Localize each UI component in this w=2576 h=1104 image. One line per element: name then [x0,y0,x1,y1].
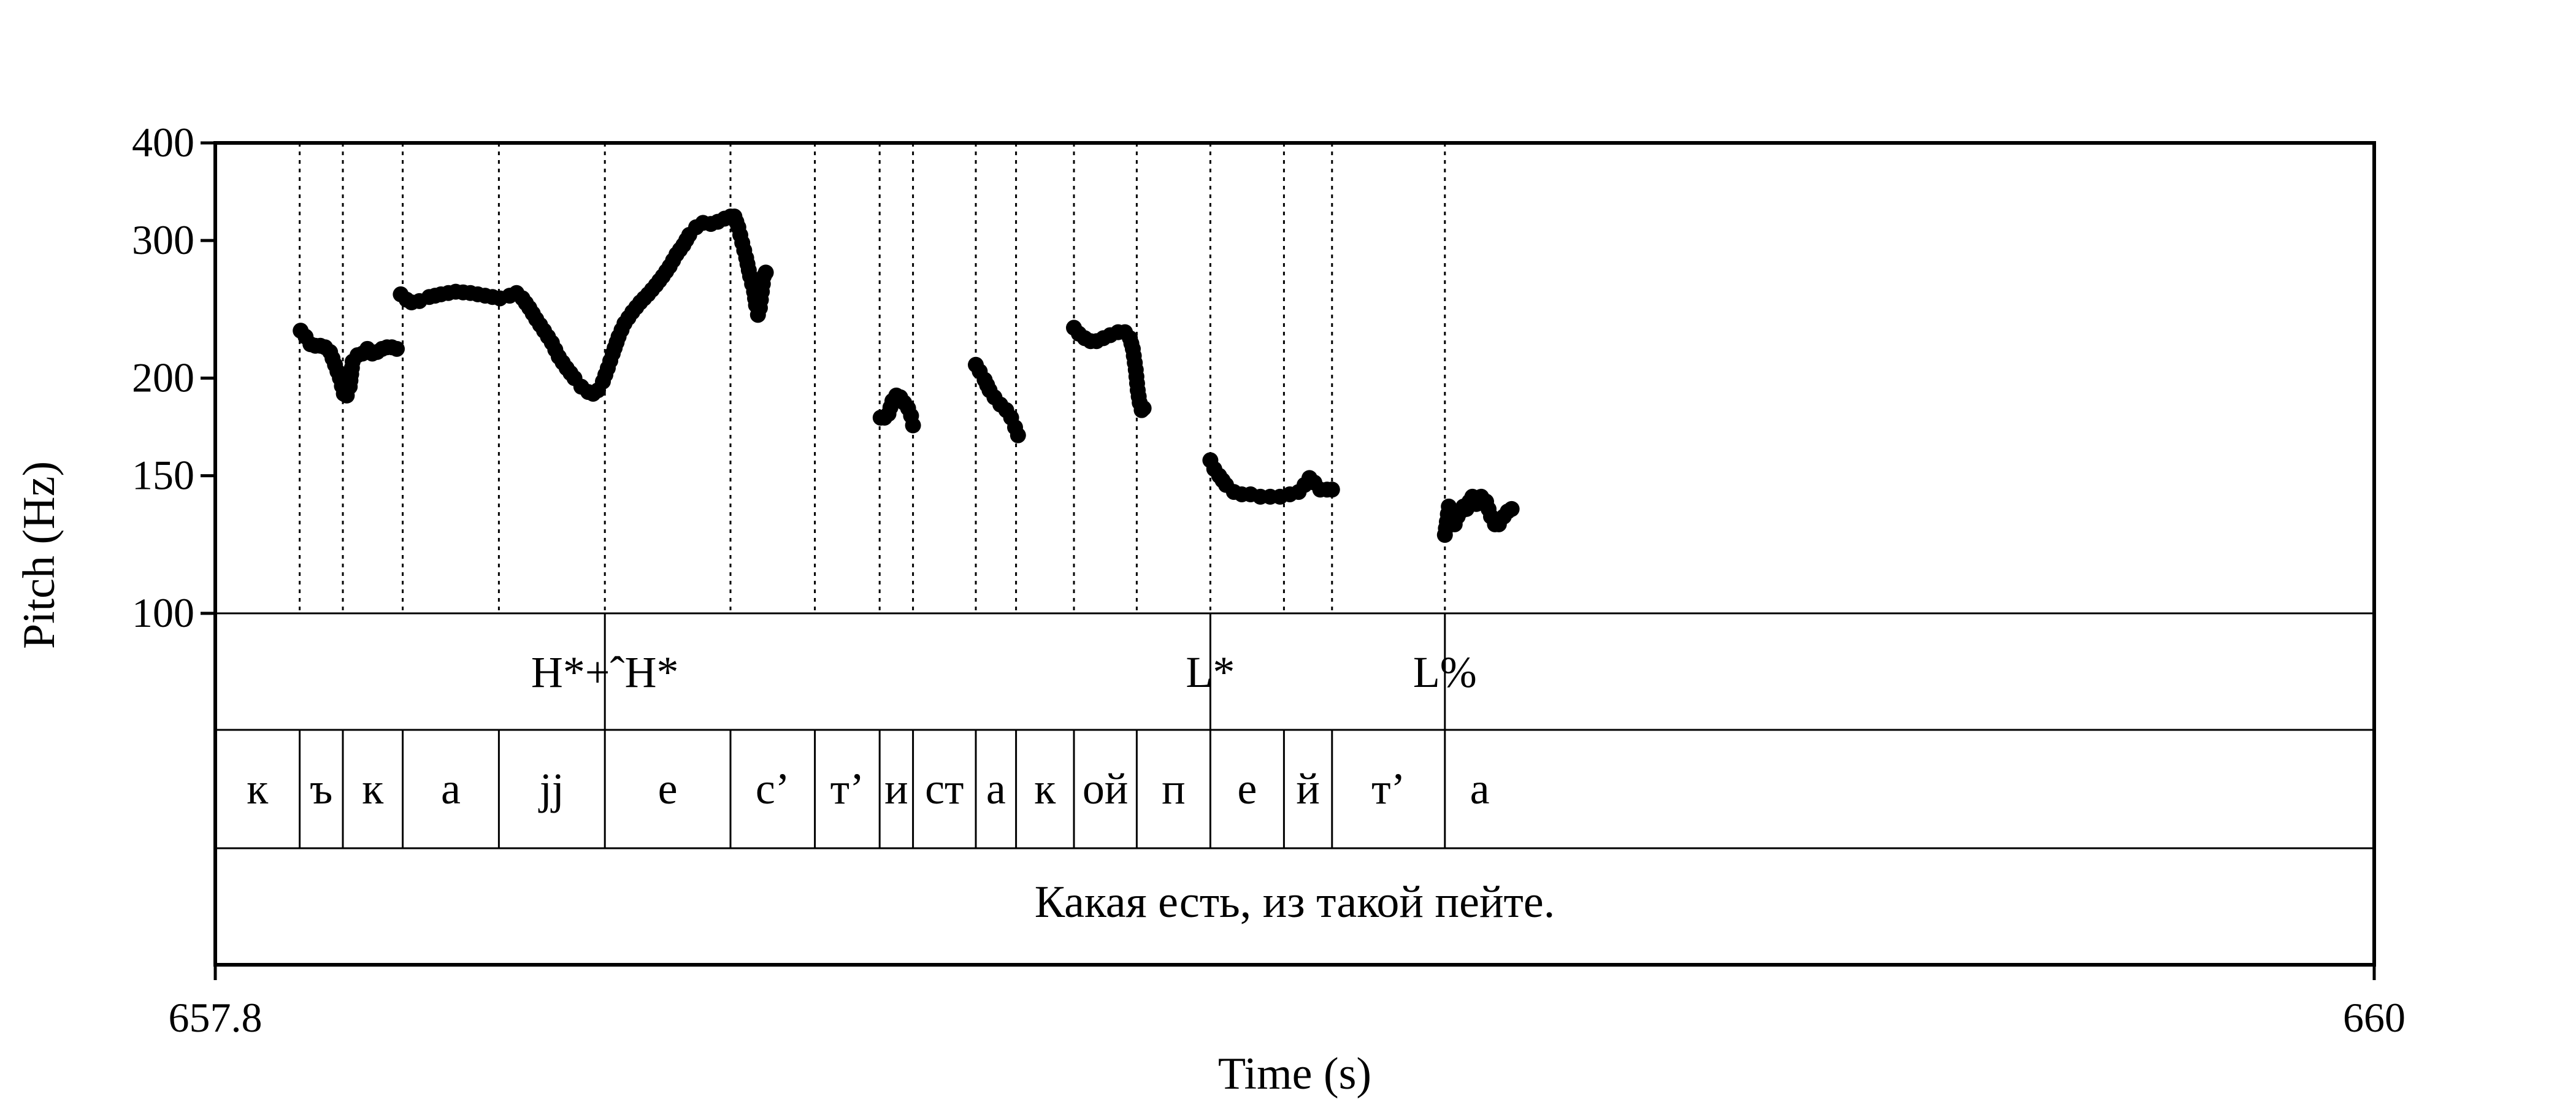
segment-label: е [658,764,678,813]
pitch-points [293,209,1520,543]
y-tick-label: 150 [132,452,194,499]
segment-label: п [1162,764,1186,813]
pitch-point [757,264,774,281]
pitch-point [1010,427,1026,443]
segment-label: е [1237,764,1257,813]
segment-label: а [441,764,461,813]
x-axis-title: Time (s) [1218,1049,1371,1099]
pitch-point [905,417,921,434]
tone-tier: H*+ˆH* L* L% [531,613,1477,730]
segment-tier: к ъ к а jj е с’ т’ и ст а к ой п е й т’ а [247,730,1490,848]
y-tick-label: 400 [132,119,194,166]
x-tick-label: 660 [2343,994,2405,1041]
segment-label: к [362,764,384,813]
y-tick-label: 200 [132,355,194,401]
segment-label: к [247,764,269,813]
y-axis-title: Pitch (Hz) [14,461,64,649]
segment-label: т’ [830,764,864,813]
sentence-label: Какая есть, из такой пейте. [1035,877,1555,927]
segment-label: с’ [756,764,790,813]
pitch-point [1135,400,1152,416]
segment-label: ст [925,764,964,813]
tone-label: L% [1413,648,1477,697]
tone-label: L* [1186,648,1235,697]
segment-label: к [1034,764,1056,813]
pitch-point [1324,481,1340,498]
segment-label: а [986,764,1006,813]
x-tick-label: 657.8 [169,994,263,1041]
boundary-lines [299,143,1446,613]
tone-label: H*+ˆH* [531,648,679,697]
pitch-point [1503,500,1520,517]
x-axis: 657.8 660 [169,965,2405,1041]
segment-label: а [1470,764,1490,813]
segment-label: jj [538,764,564,813]
pitch-point [389,340,405,357]
segment-label: й [1296,764,1320,813]
y-tick-label: 100 [132,589,194,636]
y-axis: 100 150 200 300 400 [132,119,215,636]
segment-label: ъ [310,764,332,813]
segment-label: и [884,764,908,813]
y-tick-label: 300 [132,217,194,263]
plot-frame [213,141,2376,967]
segment-label: т’ [1371,764,1405,813]
segment-label: ой [1083,764,1129,813]
